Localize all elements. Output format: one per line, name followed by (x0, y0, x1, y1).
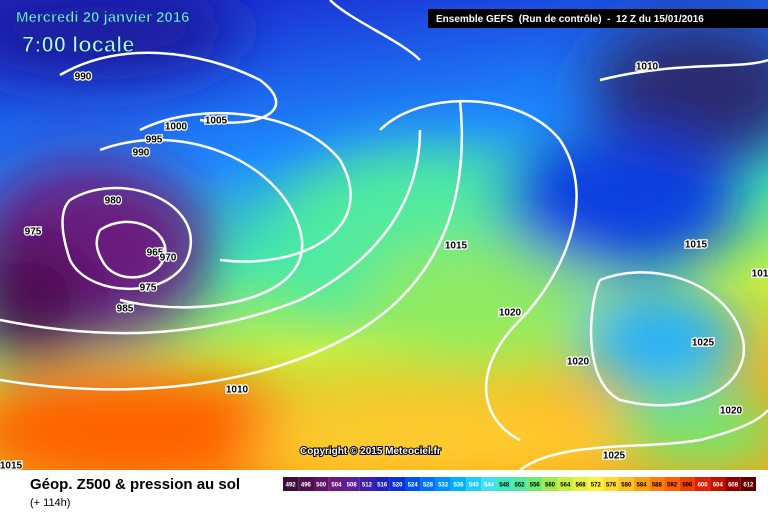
legend-swatch (450, 477, 467, 491)
legend-label: 600 (698, 483, 709, 489)
date: Mercredi 20 janvier 2016 (16, 9, 189, 26)
legend-swatch (328, 477, 345, 491)
legend-label: 564 (560, 483, 571, 489)
legend-label: 508 (347, 483, 358, 489)
legend-label: 592 (667, 483, 678, 489)
legend-label: 556 (530, 483, 541, 489)
legend-swatch (389, 477, 406, 491)
legend-swatch (511, 477, 528, 491)
legend-swatch (649, 477, 665, 491)
legend-label: 528 (423, 483, 434, 489)
legend-label: 568 (576, 483, 587, 489)
isobar-label: 995 (146, 135, 163, 146)
legend-swatch (740, 477, 756, 491)
legend-swatch (588, 477, 604, 491)
legend-label: 540 (469, 483, 480, 489)
legend-label: 524 (408, 483, 419, 489)
legend-swatch (298, 477, 314, 491)
isobar-label: 965 (147, 248, 164, 259)
isobar-label: 1015 (685, 240, 708, 251)
legend-swatch (725, 477, 741, 491)
isobar-label: 975 (25, 227, 42, 238)
isobar-label: 1020 (720, 406, 743, 417)
isobar-label: 990 (133, 148, 150, 159)
legend-label: 500 (316, 483, 327, 489)
time: 7:00 locale (22, 32, 135, 57)
legend-swatch (694, 477, 711, 491)
isobar-label: 1015 (445, 241, 468, 252)
legend-swatch (481, 477, 497, 491)
legend-swatch (313, 477, 329, 491)
legend-swatch (496, 477, 512, 491)
legend-label: 532 (438, 483, 449, 489)
legend-label: 580 (621, 483, 632, 489)
legend-swatch (557, 477, 573, 491)
legend-swatch (283, 477, 299, 491)
legend-swatch (633, 477, 650, 491)
legend-label: 612 (743, 483, 754, 489)
isobar-label: 1010 (636, 62, 659, 73)
isobar-label: 1025 (692, 338, 715, 349)
legend-swatch (359, 477, 375, 491)
footer-title: Géop. Z500 & pression au sol (30, 476, 240, 493)
copyright: Copyright © 2015 Meteociel.fr (300, 446, 441, 457)
legend-label: 516 (377, 483, 388, 489)
legend-swatch (664, 477, 680, 491)
legend-label: 560 (545, 483, 556, 489)
legend-swatch (420, 477, 436, 491)
isobar-label: 985 (117, 304, 134, 315)
legend-label: 588 (652, 483, 663, 489)
isobar-label: 1025 (603, 451, 626, 462)
run-info: Ensemble GEFS (Run de contrôle) - 12 Z d… (436, 14, 704, 25)
legend-swatch (572, 477, 589, 491)
isobar-label: 1005 (205, 116, 228, 127)
isobar-label: 1000 (165, 122, 188, 133)
legend-label: 576 (606, 483, 617, 489)
legend-swatch (542, 477, 558, 491)
legend-label: 520 (392, 483, 403, 489)
legend-label: 572 (591, 483, 602, 489)
legend-swatch (527, 477, 543, 491)
isobar-label: 1020 (567, 357, 590, 368)
legend-swatch (466, 477, 482, 491)
isobar-label: 990 (75, 72, 92, 83)
map-field (0, 0, 768, 470)
legend-swatch (435, 477, 451, 491)
legend-swatch (344, 477, 360, 491)
legend-label: 536 (453, 483, 464, 489)
legend-swatch (603, 477, 619, 491)
legend-label: 496 (301, 483, 312, 489)
legend-label: 552 (514, 483, 525, 489)
legend-label: 512 (362, 483, 373, 489)
legend-swatch (618, 477, 634, 491)
run-box (428, 9, 768, 28)
isobar-label: 101 (752, 269, 768, 280)
isobar-label: 1020 (499, 308, 522, 319)
legend-label: 596 (682, 483, 693, 489)
isobar-label: 1015 (0, 461, 23, 472)
isobar-label: 1010 (226, 385, 249, 396)
legend-label: 584 (637, 483, 648, 489)
legend-label: 548 (499, 483, 510, 489)
legend-label: 604 (713, 483, 724, 489)
legend-swatch (710, 477, 726, 491)
legend-label: 492 (286, 483, 297, 489)
legend-label: 608 (728, 483, 739, 489)
isobar-label: 975 (140, 283, 157, 294)
legend-swatch (679, 477, 695, 491)
isobar-label: 980 (105, 196, 122, 207)
isobar-label: 970 (160, 253, 177, 264)
legend-swatch (374, 477, 390, 491)
legend-label: 504 (331, 483, 342, 489)
lead-time: (+ 114h) (30, 497, 70, 509)
legend-label: 544 (484, 483, 495, 489)
legend-swatch (405, 477, 421, 491)
